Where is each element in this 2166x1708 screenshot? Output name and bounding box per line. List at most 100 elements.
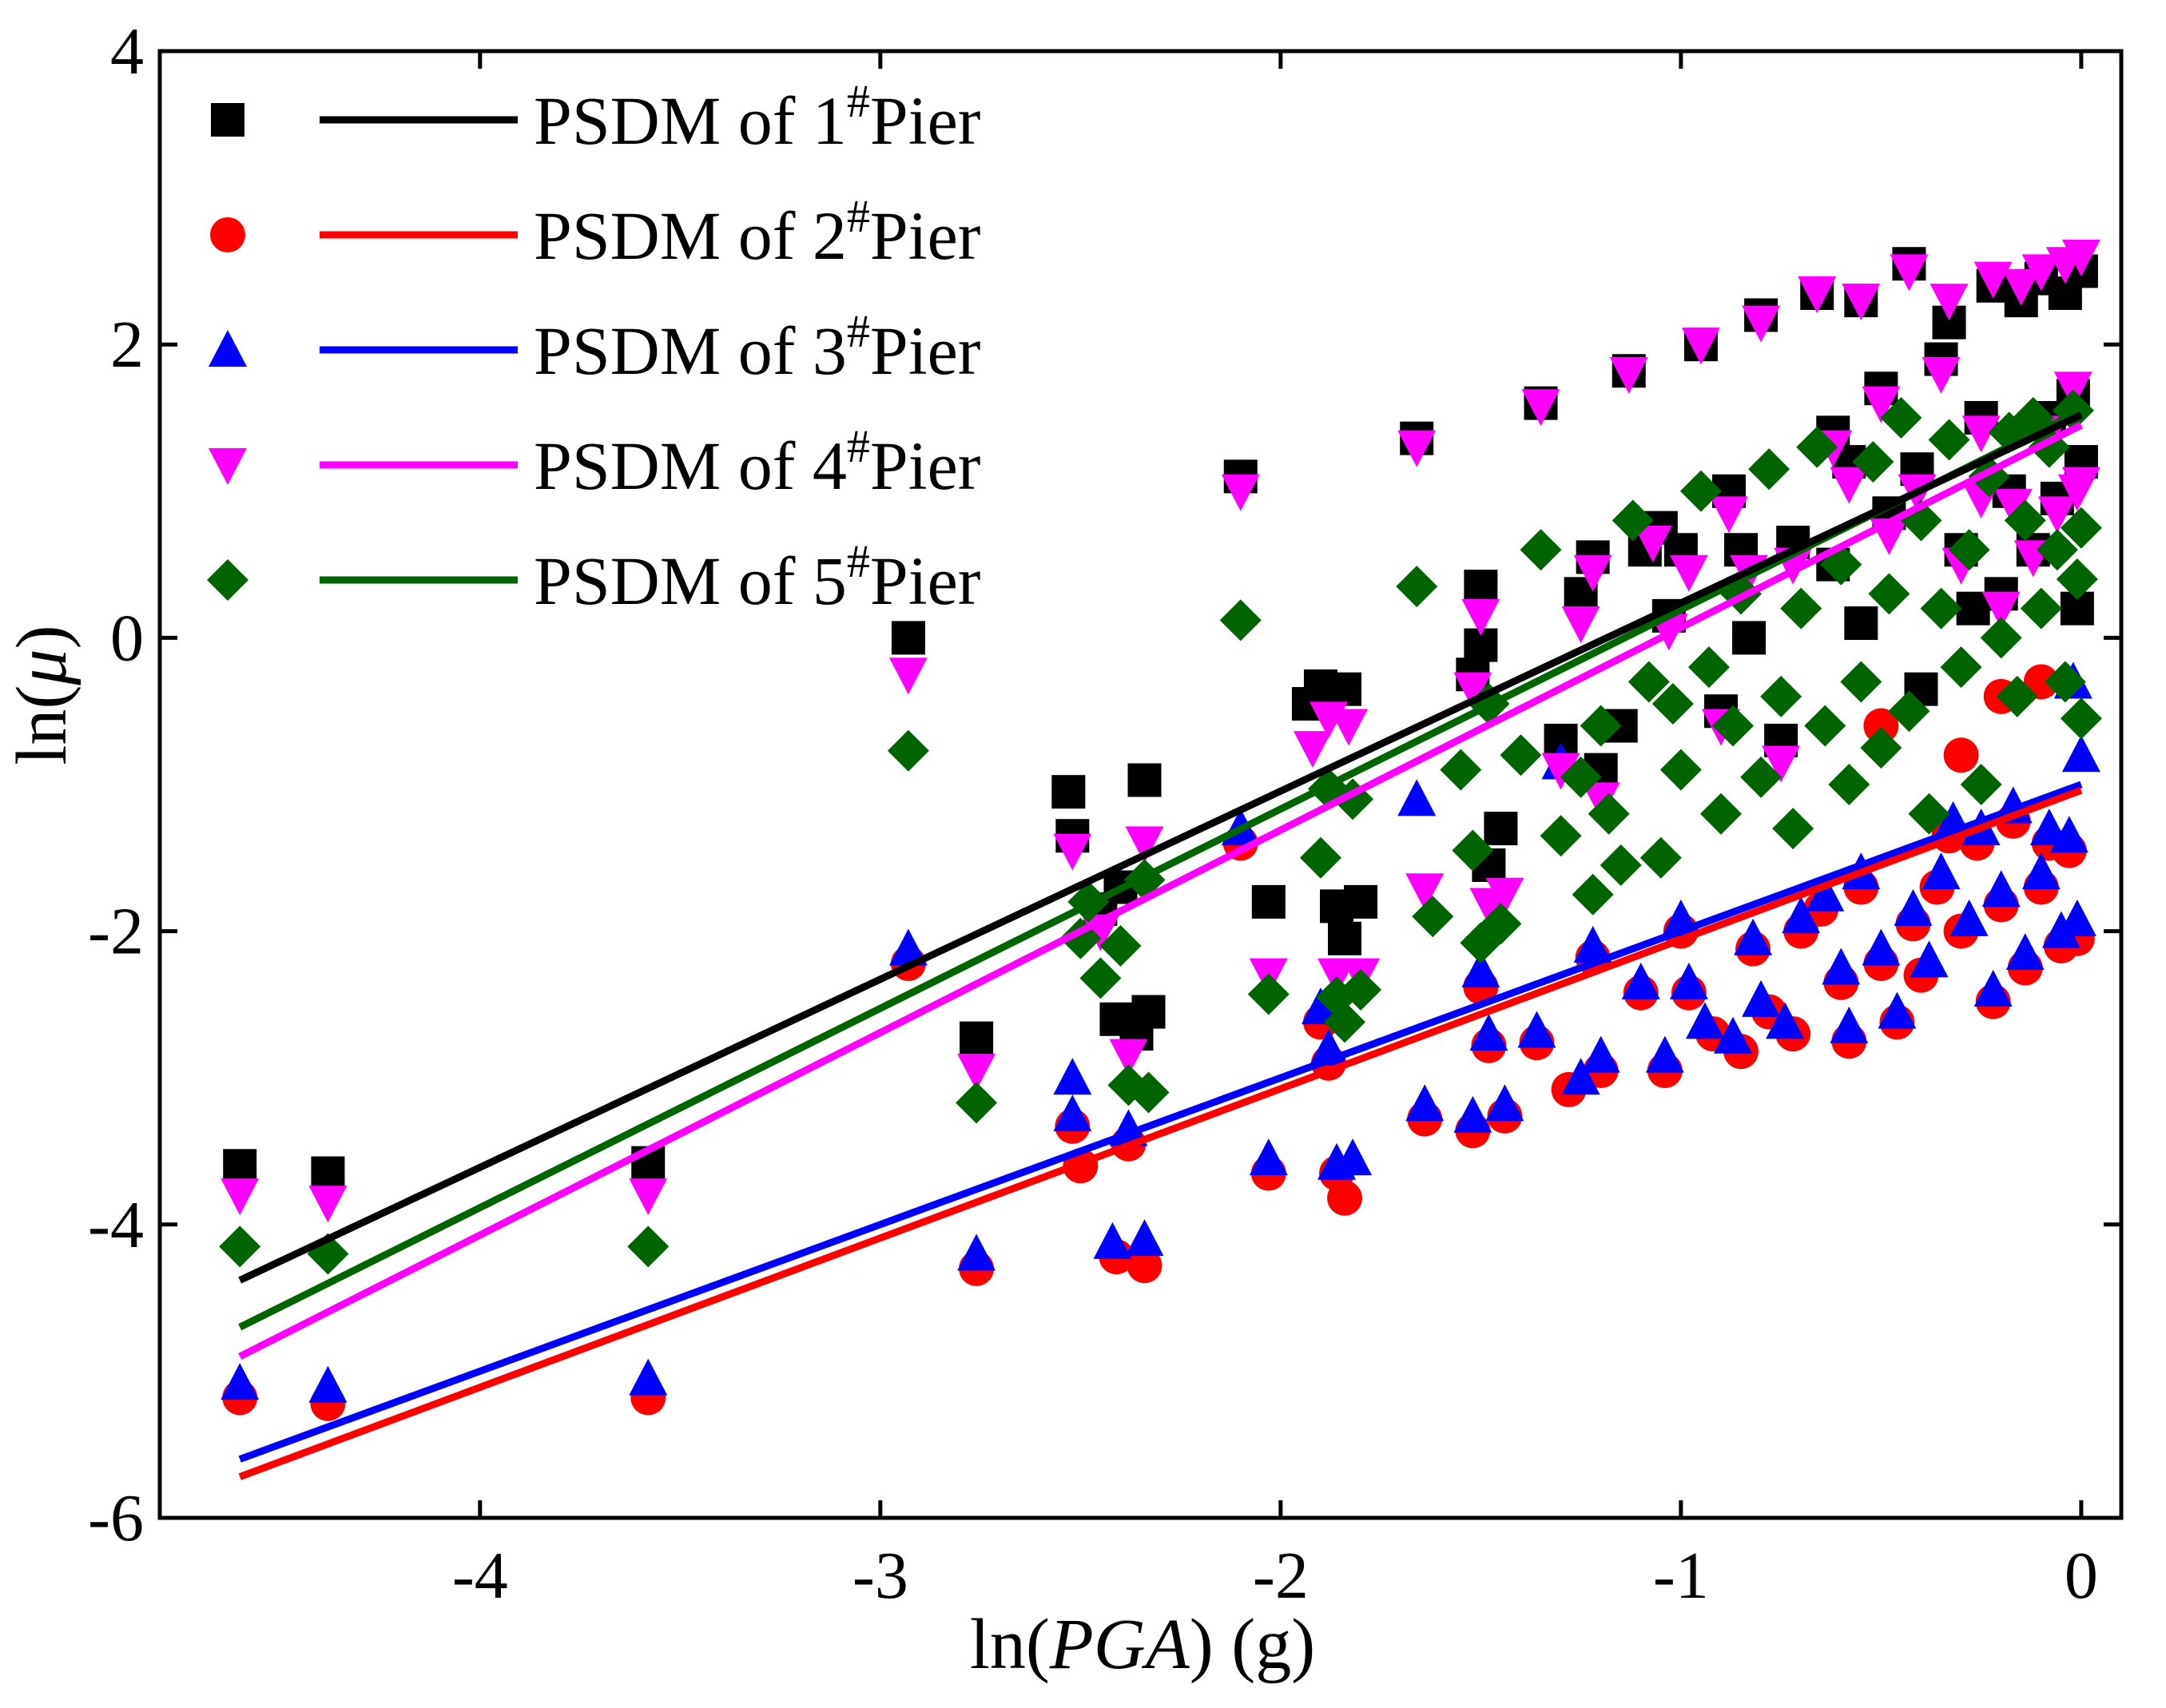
y-tick-label-5: 2: [110, 308, 144, 382]
series-5-point-42: [1687, 646, 1730, 689]
series-4-point-29: [1633, 526, 1672, 563]
legend-marker-1: [211, 103, 244, 137]
series-4-point-1: [221, 1178, 260, 1216]
series-4-point-41: [1830, 467, 1869, 504]
legend-marker-2: [210, 217, 245, 252]
series-1-point-49: [1844, 606, 1878, 641]
series-5-point-3: [627, 1225, 670, 1268]
series-5-point-34: [1588, 792, 1630, 835]
x-axis-title-italic: PGA: [1049, 1605, 1190, 1684]
series-4-point-12: [1293, 731, 1332, 769]
series-1-point-27: [1484, 812, 1518, 846]
series-1-point-19: [1328, 672, 1362, 706]
series-5-point-56: [1852, 441, 1894, 483]
series-5-point-32: [1572, 873, 1614, 916]
series-4-point-45: [1890, 254, 1929, 292]
series-5-point-72: [2004, 499, 2046, 542]
series-5-point-57: [1860, 727, 1902, 769]
series-4-point-42: [1842, 284, 1881, 321]
series-1-point-5: [960, 1021, 994, 1055]
series-2-point-10: [1127, 1248, 1162, 1284]
series-3-point-17: [1397, 779, 1437, 816]
series-1-point-11: [1127, 763, 1162, 797]
series-3-point-5: [957, 1233, 996, 1271]
series-5-point-47: [1748, 448, 1790, 491]
legend-label-5: PSDM of 5#Pier: [534, 535, 980, 619]
series-4-point-62: [2061, 240, 2100, 277]
series-5-point-79: [2056, 558, 2098, 600]
legend-label-prefix: PSDM of 2: [534, 197, 847, 274]
series-5-point-38: [1639, 836, 1682, 879]
series-3-point-38: [1806, 874, 1845, 912]
series-4-point-18: [1405, 873, 1445, 911]
series-3-point-27: [1581, 1035, 1620, 1073]
legend-label-superscript: #: [847, 190, 870, 242]
series-5-point-63: [1920, 587, 1962, 630]
series-5-point-67: [1960, 764, 2002, 805]
legend-label-superscript: #: [847, 420, 870, 472]
legend-label-4: PSDM of 4#Pier: [534, 420, 980, 504]
legend-label-suffix: Pier: [870, 197, 981, 274]
series-5-point-18: [1324, 1001, 1366, 1043]
legend-label-superscript: #: [847, 305, 870, 357]
series-3-point-29: [1645, 1035, 1684, 1073]
series-3-point-57: [2049, 816, 2089, 853]
legend-entry-3: PSDM of 3#Pier: [209, 305, 980, 389]
series-5-point-55: [1840, 661, 1882, 703]
fit-line-4: [238, 422, 2083, 1360]
legend-label-suffix: Pier: [870, 312, 981, 389]
x-tick-label-3: -2: [1253, 1539, 1309, 1613]
legend-entry-4: PSDM of 4#Pier: [209, 420, 980, 504]
series-3-point-50: [1973, 970, 2013, 1007]
series-4-point-26: [1573, 554, 1612, 592]
series-4-point-22: [1485, 877, 1524, 915]
series-3-point-19: [1453, 1095, 1492, 1133]
series-3-point-34: [1734, 918, 1773, 955]
series-4-point-39: [1798, 276, 1837, 313]
series-3-point-20: [1461, 951, 1500, 988]
series-5-point-46: [1740, 756, 1782, 798]
series-3-point-13: [1301, 987, 1340, 1025]
series-4-point-9: [1125, 826, 1164, 864]
series-5-point-12: [1127, 1071, 1170, 1114]
series-3-point-33: [1714, 1016, 1753, 1054]
series-2-point-16: [1327, 1180, 1363, 1216]
series-5-point-20: [1340, 969, 1382, 1011]
series-4-point-4: [888, 657, 928, 695]
series-4-point-23: [1521, 389, 1560, 427]
series-5-point-59: [1880, 397, 1922, 439]
series-4-point-28: [1609, 356, 1648, 394]
series-5-point-1: [219, 1225, 261, 1268]
series-5-point-52: [1804, 705, 1846, 747]
series-5-point-15: [1299, 836, 1341, 879]
series-4-point-27: [1581, 782, 1620, 820]
series-5-point-14: [1247, 973, 1290, 1015]
series-5-point-28: [1500, 734, 1542, 777]
series-3-point-39: [1822, 947, 1861, 985]
legend-label-3: PSDM of 3#Pier: [534, 305, 980, 389]
series-5-point-21: [1396, 566, 1438, 608]
legend-entry-5: PSDM of 5#Pier: [207, 535, 980, 619]
series-3-point-28: [1621, 962, 1660, 999]
series-5-point-29: [1520, 529, 1562, 571]
series-3-point-3: [629, 1358, 668, 1396]
fit-line-3: [238, 781, 2083, 1463]
series-4-point-53: [1993, 489, 2033, 526]
legend-entry-1: PSDM of 1#Pier: [211, 75, 980, 159]
series-4-point-58: [2037, 496, 2077, 534]
series-4-point-56: [2021, 254, 2061, 292]
series-4-point-47: [1922, 356, 1961, 394]
series-4-point-51: [1973, 261, 2013, 299]
series-3-point-48: [1949, 899, 1989, 936]
series-3-point-43: [1878, 991, 1917, 1029]
fit-line-1: [238, 411, 2083, 1284]
series-1-point-24: [1464, 570, 1498, 604]
series-4-point-34: [1710, 496, 1748, 534]
series-4-point-3: [629, 1178, 668, 1216]
series-4-point-54: [2001, 268, 2041, 306]
x-axis-title: ln(PGA) (g): [970, 1605, 1315, 1684]
series-4-point-24: [1541, 753, 1580, 790]
series-5-point-51: [1796, 426, 1838, 468]
series-5-point-31: [1560, 756, 1602, 798]
